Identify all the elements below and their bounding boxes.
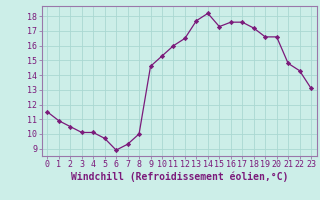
X-axis label: Windchill (Refroidissement éolien,°C): Windchill (Refroidissement éolien,°C): [70, 172, 288, 182]
